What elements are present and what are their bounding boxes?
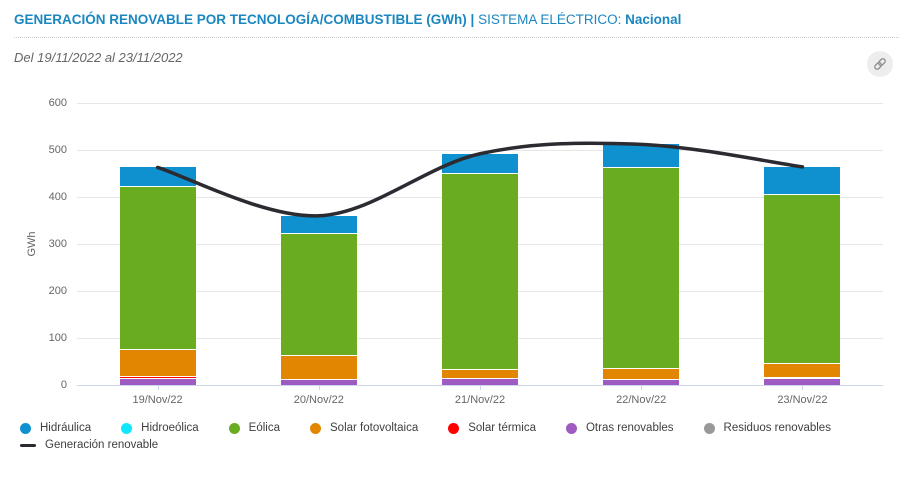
y-tick-label: 300 [48, 238, 67, 250]
legend-label: Hidroeólica [141, 422, 199, 434]
title-context: SISTEMA ELÉCTRICO: [478, 12, 622, 27]
legend-label: Solar térmica [468, 422, 536, 434]
bar-23-nov-22 [764, 103, 841, 385]
x-tick [480, 385, 481, 390]
bar-segment-eolica[interactable] [442, 173, 518, 370]
x-tick [318, 385, 320, 390]
legend-label: Eólica [248, 422, 280, 434]
embed-link-button[interactable] [867, 51, 893, 77]
bar-segment-otras-renovables[interactable] [603, 380, 680, 385]
bar-segment-solar-termica[interactable] [764, 378, 841, 380]
x-tick-label: 19/Nov/22 [132, 394, 183, 406]
legend-label: Solar fotovoltaica [330, 422, 419, 434]
y-tick-label: 200 [48, 285, 67, 297]
divider [14, 37, 899, 38]
legend-item-residuos-renovables[interactable]: Residuos renovables [703, 422, 831, 434]
legend-row-series: Hidráulica Hidroeólica Eólica Solar fotovol… [20, 422, 899, 439]
legend-item-hidraulica[interactable]: Hidráulica [20, 422, 91, 434]
bar-segment-solar-termica[interactable] [119, 377, 196, 380]
bar-segment-solar-fotovoltaica[interactable] [442, 369, 518, 380]
bar-21-nov-22 [442, 103, 518, 385]
legend-swatch-hidroeolica-icon [121, 422, 133, 434]
bar-segment-solar-fotovoltaica[interactable] [119, 349, 196, 378]
x-tick [641, 385, 643, 390]
link-icon [874, 58, 886, 70]
x-tick [802, 385, 804, 390]
bar-22-nov-22 [603, 103, 680, 385]
bar-segment-hidraulica[interactable] [603, 144, 680, 168]
x-tick-label: 20/Nov/22 [293, 394, 344, 406]
bar-segment-hidraulica[interactable] [280, 215, 357, 235]
bar-segment-otras-renovables[interactable] [280, 379, 357, 385]
bar-segment-solar-fotovoltaica[interactable] [603, 368, 680, 381]
legend-label: Hidráulica [40, 422, 92, 434]
bar-segment-eolica[interactable] [603, 167, 680, 369]
bar-segment-solar-fotovoltaica[interactable] [764, 363, 841, 379]
y-tick-label: 0 [60, 379, 67, 391]
y-tick-label: 500 [48, 144, 67, 156]
x-tick-label: 23/Nov/22 [777, 394, 828, 406]
legend-label: Otras renovables [585, 422, 674, 434]
title-pipe: | [470, 12, 475, 27]
legend-label: Residuos renovables [723, 422, 831, 434]
bar-segment-solar-fotovoltaica[interactable] [280, 355, 357, 380]
subtitle-row: Del 19/11/2022 al 23/11/2022 [14, 47, 899, 81]
legend-item-hidroeolica[interactable]: Hidroeólica [121, 422, 199, 434]
bar-segment-hidraulica[interactable] [442, 153, 518, 174]
bar-segment-eolica[interactable] [119, 186, 196, 350]
legend-swatch-otras-renovables-icon [565, 422, 577, 434]
legend-item-otras-renovables[interactable]: Otras renovables [565, 422, 674, 434]
legend-label: Generación renovable [45, 439, 159, 451]
legend-swatch-residuos-renovables-icon [703, 422, 715, 434]
legend-line-swatch-icon [20, 443, 36, 447]
legend-swatch-solar-fotovoltaica-icon [310, 422, 321, 434]
page-title: GENERACIÓN RENOVABLE POR TECNOLOGÍA/COMB… [14, 12, 899, 27]
x-tick-label: 22/Nov/22 [616, 394, 667, 406]
legend-item-eolica[interactable]: Eólica [228, 422, 280, 434]
bar-20-nov-22 [280, 103, 357, 385]
legend-swatch-solar-termica-icon [448, 422, 460, 434]
legend-item-solar-termica[interactable]: Solar térmica [448, 422, 536, 434]
bar-segment-hidraulica[interactable] [119, 167, 196, 187]
legend-row-line: Generación renovable [20, 439, 899, 456]
legend-swatch-eolica-icon [228, 422, 240, 434]
y-tick-label: 600 [48, 97, 67, 109]
bar-segment-otras-renovables[interactable] [764, 379, 841, 385]
date-range: Del 19/11/2022 al 23/11/2022 [14, 50, 183, 65]
y-tick-label: 400 [48, 191, 67, 203]
grid-line [77, 103, 883, 104]
legend-item-generacion-renovable[interactable]: Generación renovable [20, 439, 158, 451]
bar-segment-otras-renovables[interactable] [119, 379, 196, 385]
title-main: GENERACIÓN RENOVABLE POR TECNOLOGÍA/COMB… [14, 12, 467, 27]
bar-segment-eolica[interactable] [280, 234, 357, 356]
plot-area [77, 103, 883, 386]
x-tick-label: 21/Nov/22 [454, 394, 506, 406]
legend-swatch-hidraulica-icon [20, 422, 31, 434]
stacked-bar-chart: GWh 0 100 200 300 400 500 600 19/Nov/22 20/Nov/2… [14, 83, 899, 409]
x-tick [157, 385, 159, 390]
y-tick-label: 100 [48, 332, 67, 344]
title-system-value: Nacional [625, 12, 682, 27]
bar-19-nov-22 [119, 103, 196, 385]
legend: Hidráulica Hidroeólica Eólica Solar fotovol… [20, 422, 899, 456]
bar-segment-eolica[interactable] [764, 194, 841, 364]
bar-segment-otras-renovables[interactable] [442, 379, 518, 385]
legend-item-solar-fotovoltaica[interactable]: Solar fotovoltaica [310, 422, 418, 434]
bar-segment-hidraulica[interactable] [764, 166, 841, 195]
